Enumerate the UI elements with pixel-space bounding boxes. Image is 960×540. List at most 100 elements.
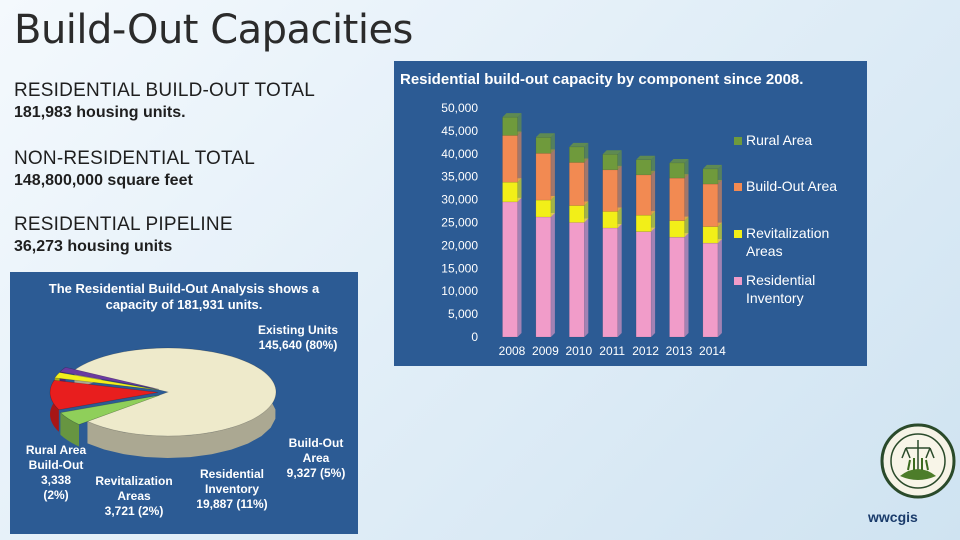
bar-segment-side: [584, 142, 589, 163]
bar-segment-side: [684, 216, 689, 238]
bar-segment-side: [584, 218, 589, 337]
bar-segment: [502, 181, 518, 203]
bar-segment-side: [617, 223, 622, 337]
bar-segment-side: [684, 233, 689, 337]
bar-segment-side: [717, 180, 722, 227]
stat-value: 181,983 housing units.: [14, 104, 186, 121]
stat-heading: NON-RESIDENTIAL TOTAL: [14, 148, 256, 169]
seal-image: [880, 423, 956, 499]
bar-segment: [635, 214, 652, 232]
bar-segment-side: [651, 170, 656, 216]
legend-swatch: [734, 230, 742, 238]
bar-segment-side: [684, 158, 689, 179]
label-rural-line2: Build-Out: [29, 458, 84, 472]
legend-swatch: [734, 277, 742, 285]
stat-residential-buildout: RESIDENTIAL BUILD-OUT TOTAL 181,983 hous…: [14, 80, 315, 122]
label-existing-name: Existing Units: [258, 323, 338, 337]
stat-non-residential: NON-RESIDENTIAL TOTAL 148,800,000 square…: [14, 148, 255, 190]
y-tick-label: 25,000: [441, 216, 478, 230]
y-tick-label: 5,000: [448, 307, 478, 321]
x-tick-label: 2014: [699, 344, 726, 358]
pie-slice: [59, 394, 160, 425]
label-buildout-value: 9,327 (5%): [287, 466, 346, 480]
label-existing-value: 145,640 (80%): [259, 338, 338, 352]
bar-segment: [635, 159, 652, 176]
page-title: Build-Out Capacities: [14, 7, 413, 53]
wwcgis-logo: wwcgis: [868, 509, 918, 525]
bar-segment: [602, 211, 618, 229]
label-rural-line4: (2%): [43, 488, 68, 502]
bar-segment-top: [669, 158, 689, 163]
pie-slice-side: [60, 412, 80, 447]
bar-segment-side: [550, 196, 555, 218]
bar-segment-side: [717, 222, 722, 244]
x-tick-label: 2012: [632, 344, 659, 358]
label-buildout-line2: Area: [303, 451, 330, 465]
stat-residential-pipeline: RESIDENTIAL PIPELINE 36,273 housing unit…: [14, 214, 233, 256]
bar-segment: [702, 183, 719, 227]
bar-segment-side: [550, 133, 555, 154]
pie-title-line1: The Residential Build-Out Analysis shows…: [49, 281, 320, 296]
bar-segment: [502, 135, 518, 183]
label-revit-line2: Areas: [117, 489, 151, 503]
bar-segment: [602, 227, 618, 338]
x-tick-label: 2009: [532, 344, 559, 358]
bar-segment: [569, 146, 585, 163]
label-residential-line1: Residential: [200, 467, 264, 481]
bar-segment-top: [702, 164, 722, 169]
pie-chart-panel: The Residential Build-Out Analysis shows…: [10, 272, 358, 534]
bar-segment-top: [502, 113, 522, 118]
y-tick-label: 40,000: [441, 147, 478, 161]
county-seal: [880, 418, 956, 509]
stacked-bar-chart: Residential build-out capacity by compon…: [400, 71, 837, 358]
y-tick-label: 20,000: [441, 238, 478, 252]
legend-swatch: [734, 137, 742, 145]
y-tick-label: 30,000: [441, 193, 478, 207]
bar-segment-side: [651, 211, 656, 232]
bar-segment: [669, 162, 685, 179]
bar-segment: [535, 153, 552, 201]
bar-chart-panel: Residential build-out capacity by compon…: [394, 61, 867, 366]
bar-segment-side: [517, 131, 522, 183]
legend-label: Inventory: [746, 290, 804, 306]
stat-value: 148,800,000 square feet: [14, 172, 193, 189]
bar-segment-side: [651, 227, 656, 337]
bar-segment: [569, 222, 585, 338]
bar-segment: [535, 216, 552, 338]
bar-segment-side: [517, 178, 522, 202]
legend-label: Revitalization: [746, 225, 829, 241]
pie-slice: [54, 372, 159, 391]
legend-label: Areas: [746, 243, 783, 259]
y-tick-label: 0: [471, 330, 478, 344]
bar-segment: [669, 177, 685, 221]
bar-segment-top: [602, 150, 622, 155]
pie-chart: The Residential Build-Out Analysis shows…: [26, 281, 346, 518]
bar-segment-side: [651, 155, 656, 175]
bar-segment: [569, 205, 585, 223]
stat-heading: RESIDENTIAL PIPELINE: [14, 214, 233, 235]
label-buildout-line1: Build-Out: [289, 436, 344, 450]
x-tick-label: 2008: [499, 344, 526, 358]
legend-label: Build-Out Area: [746, 178, 837, 194]
legend-swatch: [734, 183, 742, 191]
bar-segment: [569, 162, 585, 206]
y-tick-label: 35,000: [441, 170, 478, 184]
bar-segment: [535, 137, 552, 154]
bar-segment: [502, 116, 518, 136]
y-tick-label: 50,000: [441, 101, 478, 115]
bar-segment-side: [550, 213, 555, 337]
bar-segment-top: [535, 133, 555, 138]
x-tick-label: 2011: [599, 344, 625, 358]
bar-segment-side: [617, 150, 622, 170]
label-residential-line2: Inventory: [205, 482, 259, 496]
pie-slice: [49, 379, 159, 411]
bar-segment: [669, 236, 685, 338]
x-tick-label: 2013: [666, 344, 693, 358]
y-tick-label: 45,000: [441, 124, 478, 138]
bar-segment-side: [584, 201, 589, 223]
bar-segment: [602, 169, 618, 212]
stat-value: 36,273 housing units: [14, 238, 173, 255]
bar-segment-side: [717, 164, 722, 185]
x-tick-label: 2010: [565, 344, 592, 358]
bar-segment: [702, 168, 719, 185]
